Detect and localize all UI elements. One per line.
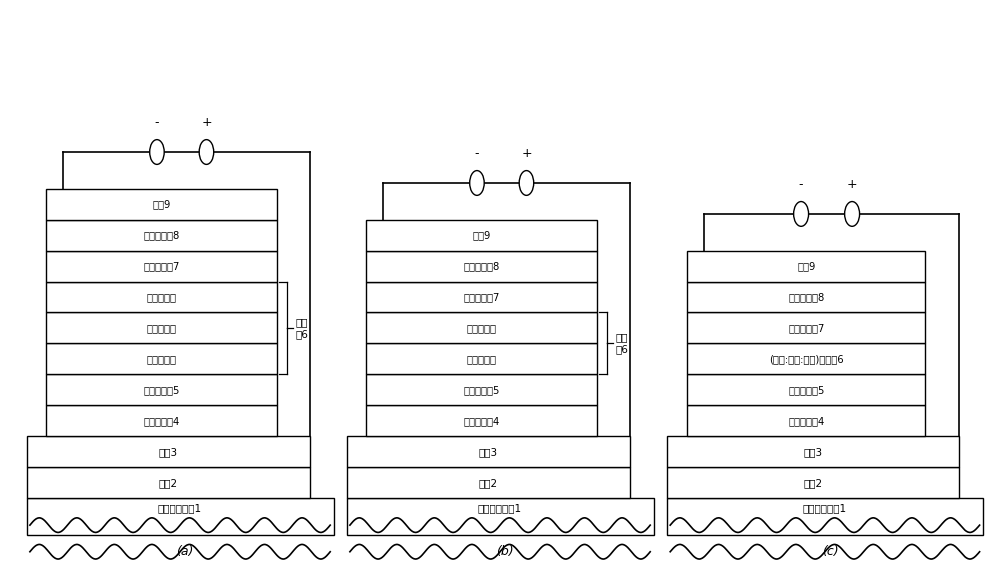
Text: 空穴注入典4: 空穴注入典4 [144,416,180,426]
Text: 空穴传输典5: 空穴传输典5 [144,385,180,395]
Bar [366,220,597,251]
Bar [366,312,597,343]
Bar [347,467,630,498]
Bar [366,405,597,436]
Bar [46,374,277,405]
Bar [46,189,277,220]
Bar [687,282,925,312]
Circle shape [519,171,534,195]
Circle shape [845,202,860,226]
Text: 蓝光发光层: 蓝光发光层 [467,354,497,364]
Text: (b): (b) [496,546,514,558]
Bar [667,498,983,535]
Bar [366,251,597,282]
Bar [366,282,597,312]
Text: 红光发光层: 红光发光层 [147,354,177,364]
Text: 肘盘增透膜典1: 肘盘增透膜典1 [158,503,202,513]
Circle shape [199,140,214,164]
Text: 发光
典6: 发光 典6 [616,333,628,354]
Circle shape [794,202,809,226]
Bar [46,220,277,251]
Text: 阳朕3: 阳朕3 [159,447,178,457]
Text: 电子注入典8: 电子注入典8 [144,230,180,240]
Bar [46,282,277,312]
Text: 发光
典6: 发光 典6 [296,317,308,339]
Text: 绿光发光层: 绿光发光层 [147,323,177,333]
Text: +: + [201,117,212,129]
Bar [27,436,310,467]
Text: +: + [847,178,857,191]
Bar [46,251,277,282]
Text: 基杓2: 基杓2 [479,478,498,488]
Text: 电子注入典8: 电子注入典8 [788,292,824,302]
Text: +: + [521,148,532,160]
Text: 肘盘增透膜典1: 肘盘增透膜典1 [803,503,847,513]
Bar [347,498,654,535]
Text: 肘盘增透膜典1: 肘盘增透膜典1 [478,503,522,513]
Bar [46,405,277,436]
Text: 电子传输典7: 电子传输典7 [144,261,180,271]
Text: 空穴注入典4: 空穴注入典4 [788,416,824,426]
Bar [687,251,925,282]
Bar [46,343,277,374]
Bar [687,405,925,436]
Text: 基杓2: 基杓2 [803,478,823,488]
Bar [687,374,925,405]
Text: 基杓2: 基杓2 [159,478,178,488]
Bar [667,467,959,498]
Text: (a): (a) [176,546,194,558]
Bar [687,312,925,343]
Bar [366,374,597,405]
Text: 空穴传输典5: 空穴传输典5 [464,385,500,395]
Bar [27,498,334,535]
Text: 阳朕3: 阳朕3 [479,447,498,457]
Circle shape [470,171,484,195]
Text: 电子传输典7: 电子传输典7 [788,323,824,333]
Text: -: - [475,148,479,160]
Text: -: - [155,117,159,129]
Bar [347,436,630,467]
Text: 空穴传输典5: 空穴传输典5 [788,385,824,395]
Text: 电子注入典8: 电子注入典8 [464,261,500,271]
Text: 阴朕9: 阴朕9 [473,230,491,240]
Text: 蓝光发光层: 蓝光发光层 [147,292,177,302]
Bar [687,343,925,374]
Bar [366,343,597,374]
Text: 阴朕9: 阴朕9 [797,261,815,271]
Text: (蓝光:黄光:主体)发光典6: (蓝光:黄光:主体)发光典6 [769,354,844,364]
Text: -: - [799,178,803,191]
Text: 电子传输典7: 电子传输典7 [464,292,500,302]
Circle shape [150,140,164,164]
Bar [46,312,277,343]
Text: 黄光发光层: 黄光发光层 [467,323,497,333]
Text: 阴朕9: 阴朕9 [153,199,171,209]
Bar [667,436,959,467]
Bar [27,467,310,498]
Text: (c): (c) [822,546,838,558]
Text: 阳朕3: 阳朕3 [803,447,823,457]
Text: 空穴注入典4: 空穴注入典4 [464,416,500,426]
